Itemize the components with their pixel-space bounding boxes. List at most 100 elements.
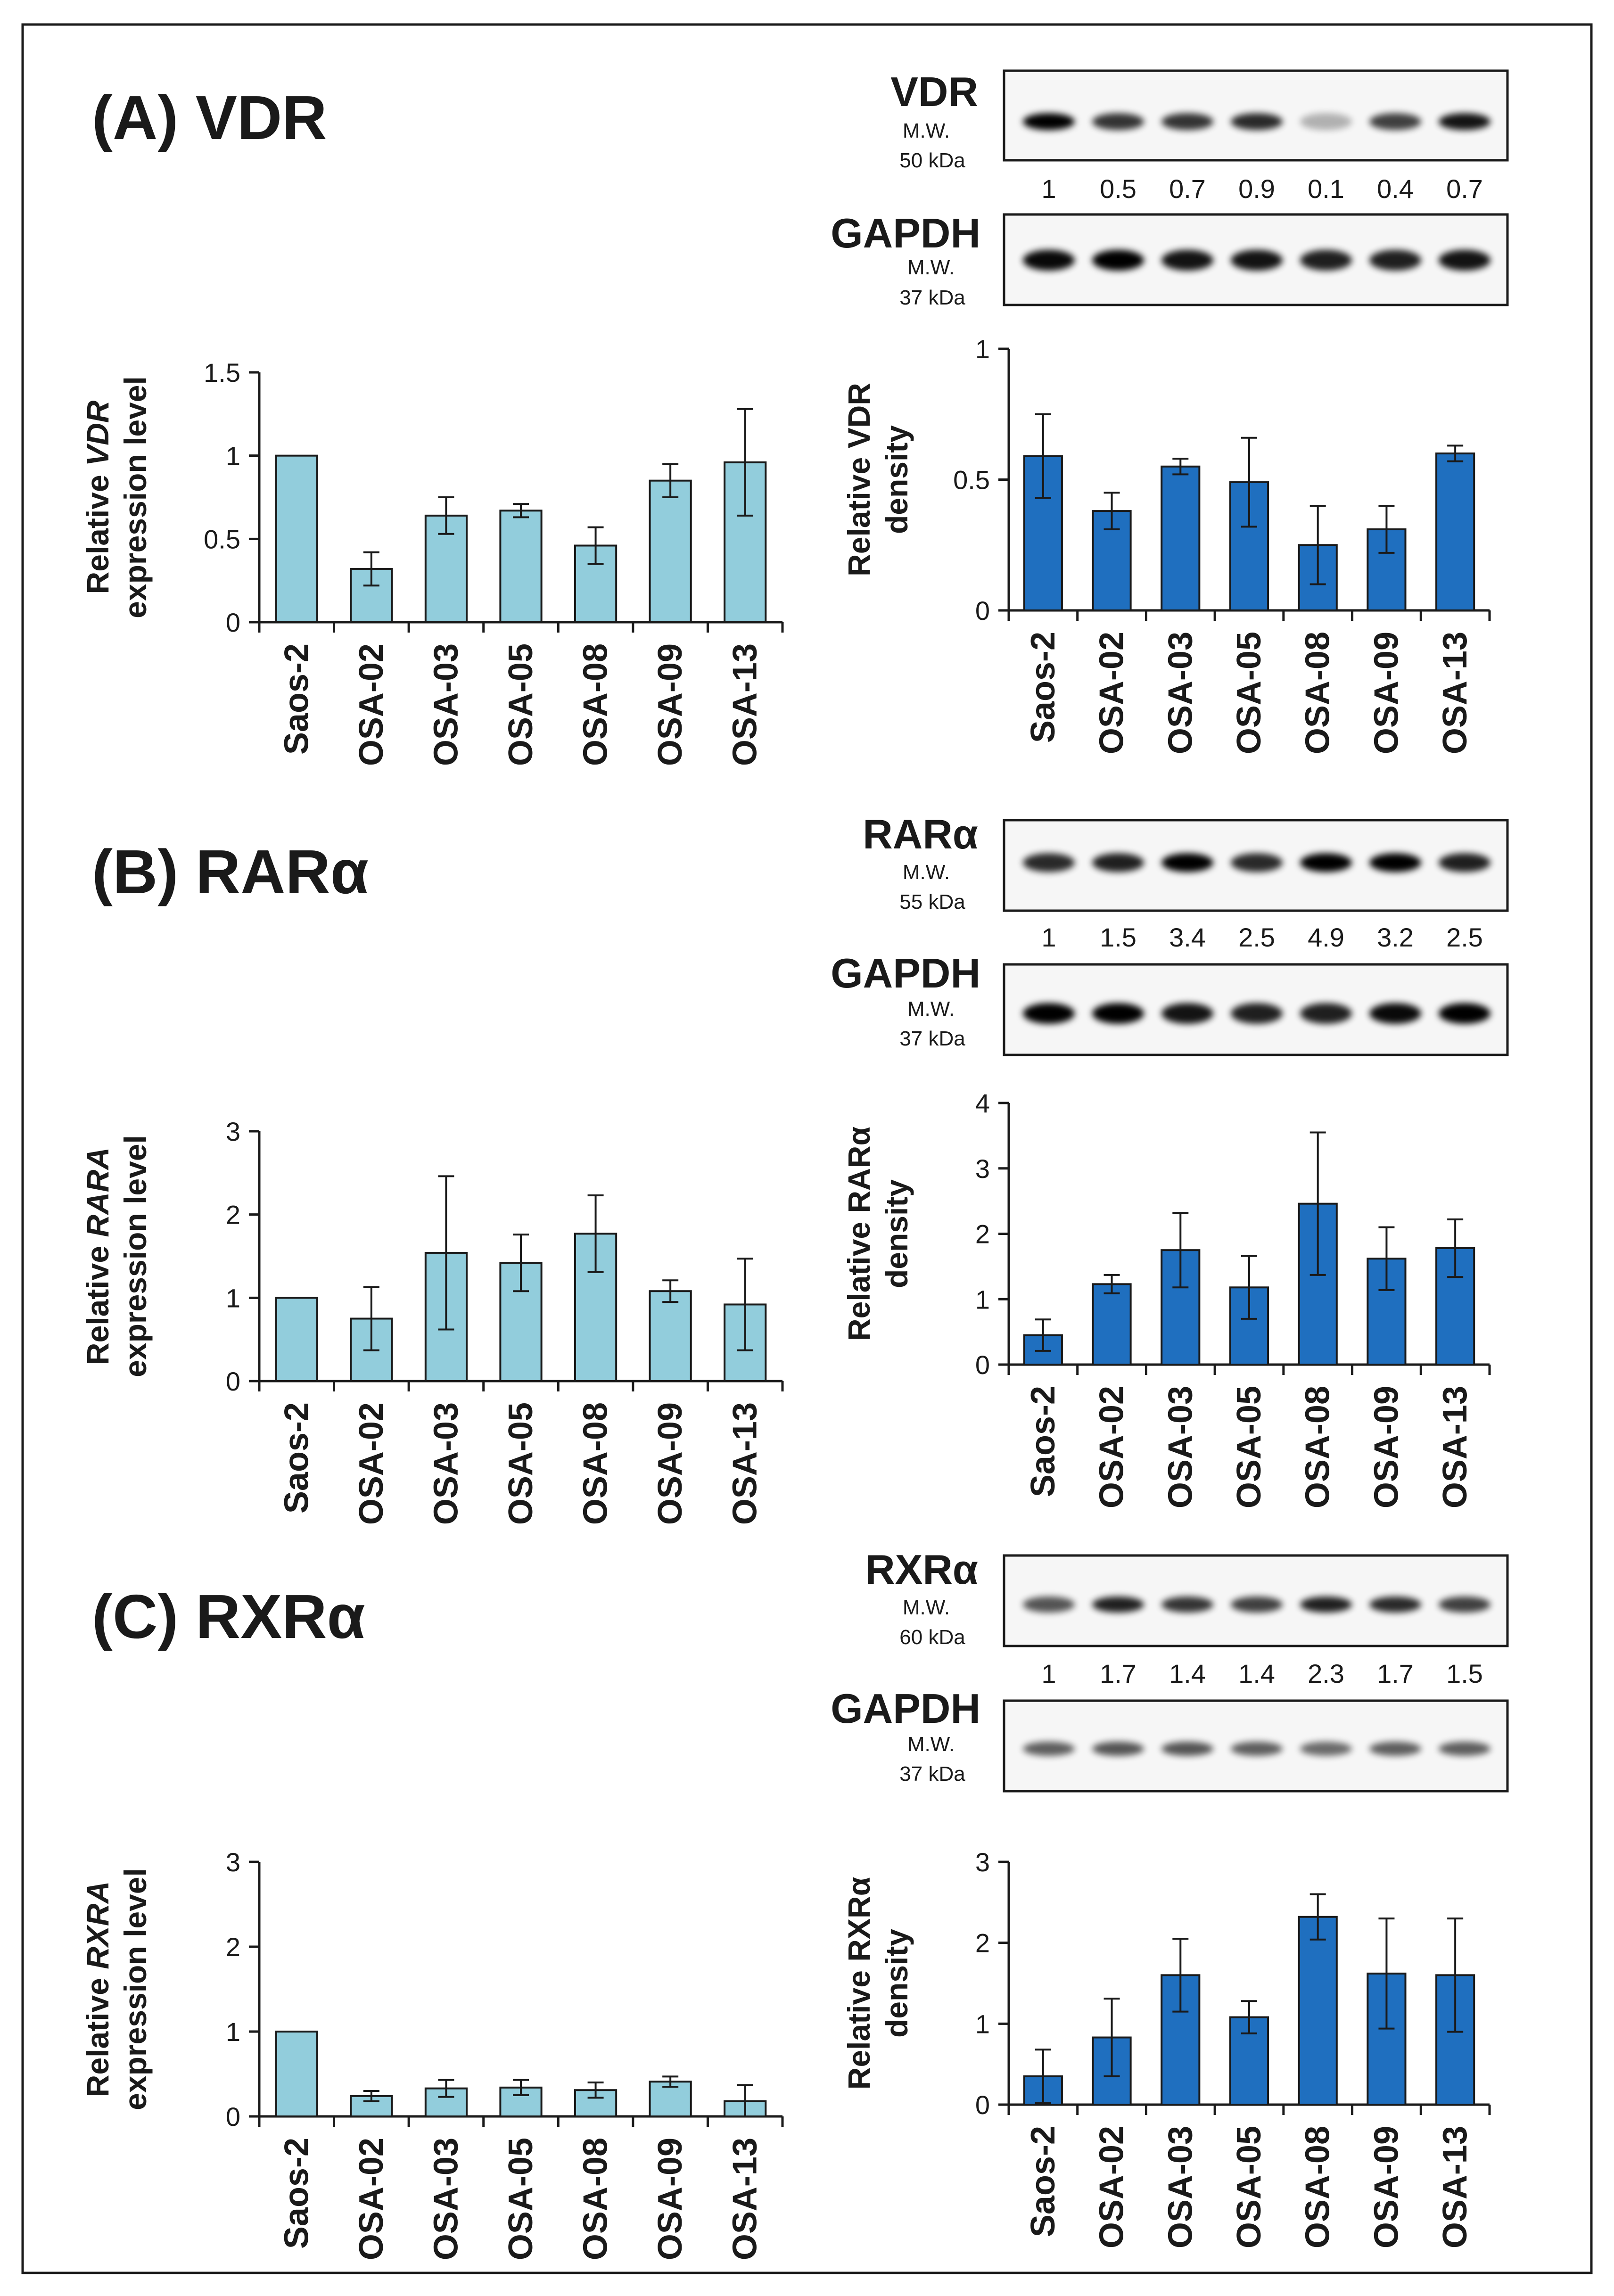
blot-band [1439, 1597, 1490, 1613]
blot-band [1023, 250, 1075, 271]
panel-a-gapdh-bands [1023, 250, 1490, 271]
y-axis-label: density [879, 1179, 914, 1288]
blot-quant-value: 1.5 [1100, 922, 1136, 952]
blot-band [1231, 853, 1283, 872]
blot-band [1092, 853, 1144, 872]
panel-a-protein-chart: 0 0.5 1 Saos-2 OSA-02 OSA-03 OSA-05 OSA-08 OSA-0… [841, 334, 1491, 754]
blot-quant-value: 2.3 [1308, 1659, 1344, 1688]
x-tick-label: OSA-02 [353, 1402, 390, 1525]
x-tick-label: Saos-2 [278, 643, 315, 755]
panel-c-gapdh-image [1003, 1699, 1509, 1793]
y-axis-label: Relative RARα [841, 1127, 876, 1341]
x-tick-label: OSA-08 [577, 643, 615, 766]
bar [649, 1290, 692, 1383]
x-tick-label: Saos-2 [1024, 2126, 1062, 2237]
panel-a-blot-quant: 1 0.5 0.7 0.9 0.1 0.4 0.7 [1041, 174, 1483, 204]
y-tick-label: 0.5 [953, 465, 990, 495]
panel-a-gapdh-mw-label: M.W. [907, 256, 955, 279]
y-tick-label: 3 [226, 1847, 240, 1877]
blot-band [1092, 1003, 1144, 1024]
blot-band [1023, 853, 1075, 872]
panel-a: (A) VDR VDR M.W. 50 kDa 1 0.5 0.7 0.9 0.1 0.4… [80, 68, 1509, 766]
panel-a-blot-mw-value: 50 kDa [899, 149, 965, 172]
x-tick-label: OSA-05 [1230, 1386, 1268, 1508]
y-axis-label: Relative VDR [841, 383, 876, 576]
blot-band [1369, 853, 1421, 872]
x-tick-label: OSA-09 [651, 2138, 689, 2260]
blot-band [1369, 250, 1421, 271]
x-tick-label: OSA-03 [1161, 632, 1199, 754]
blot-band [1231, 1742, 1283, 1756]
x-tick-label: OSA-13 [1436, 1386, 1474, 1508]
blot-band [1161, 250, 1213, 271]
x-tick-label: OSA-09 [1367, 632, 1405, 754]
y-tick-label: 0 [975, 1350, 990, 1380]
y-tick-label: 2 [975, 1928, 990, 1958]
figure-frame [21, 23, 1593, 2274]
blot-quant-value: 4.9 [1308, 922, 1344, 952]
x-tick-label: OSA-09 [651, 1402, 689, 1525]
blot-band [1023, 113, 1075, 130]
panel-c-gapdh-mw-label: M.W. [907, 1733, 955, 1756]
blot-band [1369, 1003, 1421, 1024]
y-tick-label: 1 [226, 2017, 240, 2047]
bar [1092, 1283, 1132, 1366]
blot-quant-value: 0.7 [1169, 174, 1206, 204]
blot-band [1439, 250, 1490, 271]
blot-quant-value: 3.4 [1169, 922, 1206, 952]
bar [1298, 1916, 1338, 2106]
y-axis-label: Relative RXRA [80, 1881, 115, 2098]
blot-quant-value: 1.4 [1169, 1659, 1206, 1688]
panel-b: (B) RARα RARα M.W. 55 kDa 1 1.5 3.4 2.5 4.9 3… [80, 811, 1509, 1525]
panel-b-gapdh-label: GAPDH [831, 950, 980, 996]
blot-band [1300, 853, 1352, 872]
panel-b-blot-label: RARα [863, 811, 978, 857]
blot-band [1092, 113, 1144, 130]
x-tick-label: OSA-13 [726, 2138, 764, 2260]
panel-c-blot-label: RXRα [865, 1546, 978, 1593]
x-tick-label: OSA-05 [1230, 632, 1268, 754]
y-tick-label: 0.5 [204, 524, 240, 554]
panel-a-blot: VDR M.W. 50 kDa 1 0.5 0.7 0.9 0.1 0.4 0.7 [890, 68, 1509, 204]
blot-band [1023, 1003, 1075, 1024]
x-tick-label: OSA-13 [726, 643, 764, 766]
blot-quant-value: 1 [1041, 174, 1056, 204]
y-tick-label: 1 [226, 441, 240, 471]
x-tick-label: OSA-02 [353, 2138, 390, 2260]
panel-c-rna-chart: 0 1 2 3 Saos-2 OSA-02 OSA-03 OSA-05 OSA-08 OSA-09… [80, 1847, 784, 2260]
y-tick-label: 0 [226, 2102, 240, 2131]
blot-quant-value: 0.7 [1446, 174, 1483, 204]
blot-quant-value: 1.7 [1377, 1659, 1414, 1688]
y-tick-label: 4 [975, 1088, 990, 1118]
y-axis-label: expression level [118, 1868, 153, 2110]
panel-b-title: (B) RARα [92, 837, 369, 906]
blot-quant-value: 1.7 [1100, 1659, 1136, 1688]
panel-b-gapdh-bands [1023, 1003, 1490, 1024]
x-tick-label: OSA-09 [1367, 1386, 1405, 1508]
y-axis-label: Relative RXRα [841, 1877, 876, 2090]
y-axis-label: Relative RARA [80, 1147, 115, 1365]
y-axis-label: density [879, 1929, 914, 2038]
blot-quant-value: 1.5 [1446, 1659, 1483, 1688]
blot-band [1231, 1597, 1283, 1613]
panel-c: (C) RXRα RXRα M.W. 60 kDa 1 1.7 1.4 1.4 2.3 1… [80, 1546, 1509, 2260]
y-tick-label: 0 [975, 596, 990, 625]
x-tick-label: OSA-13 [1436, 632, 1474, 754]
panel-b-blot-mw-label: M.W. [903, 861, 950, 884]
panel-b-gapdh-mw-value: 37 kDa [899, 1027, 965, 1050]
panel-c-gapdh: GAPDH M.W. 37 kDa [831, 1685, 1509, 1793]
x-tick-label: OSA-03 [1161, 1386, 1199, 1508]
blot-band [1161, 1742, 1213, 1756]
blot-quant-value: 1 [1041, 1659, 1056, 1688]
y-tick-label: 3 [975, 1847, 990, 1877]
blot-quant-value: 1 [1041, 922, 1056, 952]
panel-a-gapdh-mw-value: 37 kDa [899, 286, 965, 309]
y-tick-label: 1 [226, 1283, 240, 1313]
y-tick-label: 2 [226, 1932, 240, 1962]
panel-a-gapdh-label: GAPDH [831, 210, 980, 256]
panel-c-blot-quant: 1 1.7 1.4 1.4 2.3 1.7 1.5 [1041, 1659, 1483, 1688]
panel-a-blot-bands [1023, 113, 1490, 130]
blot-band [1369, 1742, 1421, 1756]
panel-b-blot-bands [1023, 853, 1490, 872]
